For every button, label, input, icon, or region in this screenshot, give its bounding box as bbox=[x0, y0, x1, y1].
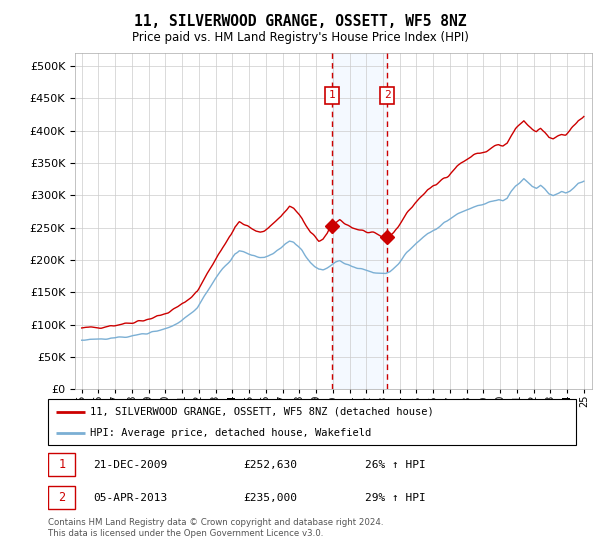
Text: 11, SILVERWOOD GRANGE, OSSETT, WF5 8NZ: 11, SILVERWOOD GRANGE, OSSETT, WF5 8NZ bbox=[134, 14, 466, 29]
Bar bbox=[332, 53, 387, 389]
Text: £252,630: £252,630 bbox=[244, 460, 298, 470]
Text: 1: 1 bbox=[329, 90, 335, 100]
Text: 11, SILVERWOOD GRANGE, OSSETT, WF5 8NZ (detached house): 11, SILVERWOOD GRANGE, OSSETT, WF5 8NZ (… bbox=[90, 407, 434, 417]
Text: 26% ↑ HPI: 26% ↑ HPI bbox=[365, 460, 425, 470]
Text: HPI: Average price, detached house, Wakefield: HPI: Average price, detached house, Wake… bbox=[90, 428, 371, 438]
Text: 2: 2 bbox=[58, 491, 65, 505]
Text: 1: 1 bbox=[58, 458, 65, 471]
Text: 29% ↑ HPI: 29% ↑ HPI bbox=[365, 493, 425, 503]
Bar bbox=[48, 453, 76, 476]
Bar bbox=[48, 486, 76, 510]
Text: 05-APR-2013: 05-APR-2013 bbox=[93, 493, 167, 503]
Text: 2: 2 bbox=[384, 90, 391, 100]
Text: Contains HM Land Registry data © Crown copyright and database right 2024.
This d: Contains HM Land Registry data © Crown c… bbox=[48, 518, 383, 538]
Text: Price paid vs. HM Land Registry's House Price Index (HPI): Price paid vs. HM Land Registry's House … bbox=[131, 31, 469, 44]
Text: 21-DEC-2009: 21-DEC-2009 bbox=[93, 460, 167, 470]
Text: £235,000: £235,000 bbox=[244, 493, 298, 503]
